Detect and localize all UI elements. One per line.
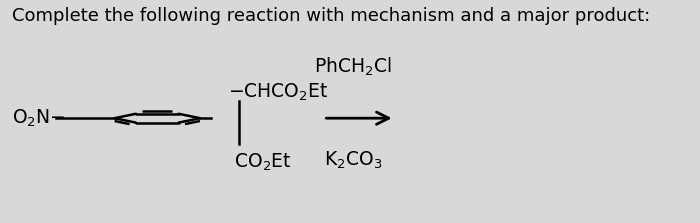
Text: O$_2$N$-$: O$_2$N$-$ [12,107,66,129]
Text: PhCH$_2$Cl: PhCH$_2$Cl [314,56,392,78]
Text: K$_2$CO$_3$: K$_2$CO$_3$ [323,150,382,171]
Text: $-$CHCO$_2$Et: $-$CHCO$_2$Et [228,82,329,103]
Text: CO$_2$Et: CO$_2$Et [234,152,292,173]
Text: Complete the following reaction with mechanism and a major product:: Complete the following reaction with mec… [12,7,650,25]
